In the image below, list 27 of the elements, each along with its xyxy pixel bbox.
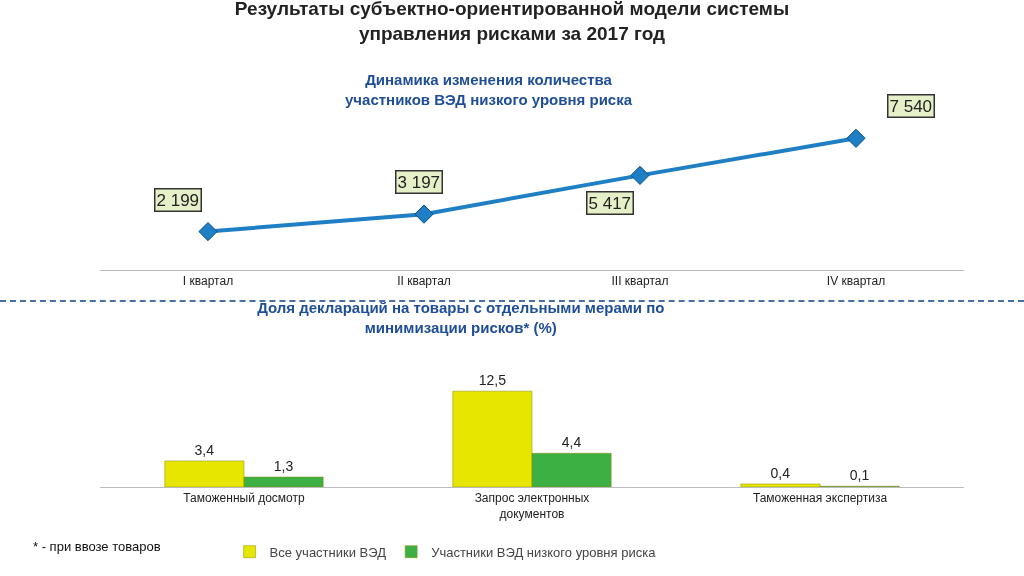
point	[630, 165, 650, 185]
point	[198, 221, 218, 242]
text: * - при ввозе товаров	[33, 539, 161, 554]
data-label: 3,4	[194, 441, 215, 458]
point	[414, 204, 434, 224]
chart-subtitle: Динамика изменения количества участников ВЭД низкого уровня риска	[345, 71, 633, 108]
legend-label: Участники ВЭД низкого уровня риска	[431, 544, 657, 560]
data-label: 0,4	[770, 464, 791, 481]
x-tick-label: III квартал	[611, 274, 669, 289]
x-tick-label: I квартал	[182, 274, 234, 289]
point	[846, 128, 866, 148]
data-label: 3 197	[397, 172, 441, 192]
chart-title: Результаты субъектно-ориентированной модели системы управления рисками за 2017 год	[234, 0, 790, 44]
x-tick-label: II квартал	[397, 274, 451, 289]
data-label: 7 540	[889, 96, 933, 116]
x-tick-label: Таможенная экспертиза	[752, 491, 888, 506]
data-label: 1,3	[273, 458, 294, 475]
legend-label: Все участники ВЭД	[269, 544, 387, 560]
x-tick-label: Таможенный досмотр	[183, 491, 306, 506]
data-label: 4,4	[561, 434, 582, 451]
x-tick-label: IV квартал	[826, 274, 886, 289]
data-label: 2 199	[156, 190, 200, 210]
data-label: 5 417	[588, 193, 632, 213]
chart-title: Доля деклараций на товары с отдельными мерами по минимизации рисков* (%)	[257, 299, 665, 336]
x-tick-label: Запрос электронных документов	[474, 491, 590, 521]
data-label: 12,5	[478, 372, 507, 389]
data-label: 0,1	[849, 467, 870, 484]
